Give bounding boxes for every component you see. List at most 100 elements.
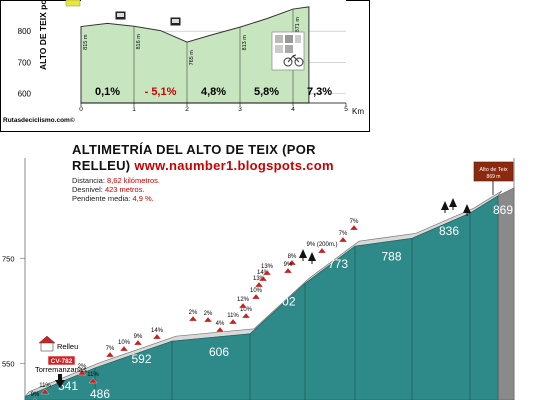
top-vertical-climb-name: ALTO DE TEIX por Torre: [38, 0, 48, 70]
top-point-label: 765 m: [189, 50, 195, 66]
top-x-tick-label: 0: [79, 106, 83, 113]
summit-sign: Alto de Teix 869 m: [473, 161, 514, 195]
main-grade-markers: 9%11%2%11%7%10%9%14%2% 2%4%11%10%12%10%13…: [31, 219, 359, 400]
grade-marker-icon: [262, 269, 272, 276]
grade-label: 14%: [151, 328, 164, 334]
top-segment-grade: 0,1%: [95, 86, 120, 98]
top-segment-grade: 7,3%: [307, 86, 332, 98]
grade-marker-icon: [188, 315, 198, 322]
grade-label: 4%: [216, 321, 225, 327]
main-profile-side-wall: [497, 187, 515, 400]
tree-icon: [308, 252, 316, 261]
grade-label: 10%: [118, 340, 131, 346]
main-elevation-label: 788: [381, 249, 401, 263]
grade-marker-icon: [152, 333, 162, 340]
stat-distance: Distancia: 8,62 kilómetros.: [72, 176, 160, 185]
grade-marker-icon: [251, 293, 261, 300]
grade-label: 11%: [39, 383, 51, 389]
main-elevation-label: 592: [131, 352, 151, 366]
top-segment-grade: - 5,1%: [145, 86, 177, 98]
grade-marker-icon: [254, 281, 264, 288]
grade-label: 8%: [288, 254, 297, 260]
grade-marker-icon: [119, 345, 129, 352]
grade-marker-icon: [228, 318, 238, 325]
main-km-dividers: [94, 213, 471, 400]
stat-climb: Desnivel: 423 metros.: [72, 185, 160, 194]
main-title: ALTIMETRÍA DEL ALTO DE TEIX (POR RELLEU)…: [72, 142, 334, 174]
top-segment-grades: 0,1% - 5,1% 4,8% 5,8% 7,3%: [95, 86, 332, 98]
town-label: Torremanzanas: [35, 365, 87, 374]
stat-distance-value: 8,62 kilómetros.: [107, 176, 160, 185]
top-point-labels: 815 m 816 m 765 m 813 m 871 m: [83, 17, 301, 66]
grade-marker-icon: [105, 351, 115, 358]
top-point-label: 815 m: [83, 34, 89, 50]
top-x-tick-label: 2: [185, 106, 189, 113]
top-x-tick-labels: 0 1 2 3 4 5: [79, 102, 348, 113]
grade-marker-icon: [40, 388, 50, 395]
grade-marker-icon: [349, 224, 359, 231]
relleu-label: Relleu: [57, 342, 78, 351]
main-y-tick-label: 550: [2, 359, 15, 368]
stat-distance-label: Distancia:: [72, 176, 105, 185]
top-point-label: 816 m: [136, 34, 142, 50]
stat-gradient: Pendiente media: 4,9 %.: [72, 194, 160, 203]
grade-marker-icon: [287, 259, 297, 266]
main-elevation-label: 773: [328, 257, 348, 271]
top-x-tick-label: 4: [291, 106, 295, 113]
grade-marker-icon: [133, 339, 143, 346]
top-segment-grade: 5,8%: [254, 86, 279, 98]
grade-marker-icon: [203, 316, 213, 323]
grade-label: 9% (200m.): [306, 242, 337, 248]
top-left-sign-icon: [65, 0, 81, 7]
grade-label: 12%: [237, 297, 250, 303]
top-segment-grade: 4,8%: [201, 86, 226, 98]
tree-icon: [441, 201, 449, 210]
grade-marker-icon: [317, 247, 327, 254]
grade-label: 11%: [227, 313, 239, 319]
tree-icon: [299, 249, 307, 258]
grade-marker-icon: [258, 275, 268, 282]
grade-marker-icon: [215, 326, 225, 333]
cyclist-icon: [271, 31, 305, 71]
top-x-unit-label: Km: [352, 107, 364, 116]
main-elevation-label: 869: [493, 203, 513, 217]
stat-climb-value: 423 metros.: [104, 185, 145, 194]
top-point-label: 813 m: [242, 35, 248, 51]
grade-label: 2%: [78, 364, 87, 370]
start-sign-icon: [114, 10, 127, 21]
top-x-tick-label: 3: [238, 106, 242, 113]
summit-sign-name: Alto de Teix: [479, 167, 508, 173]
mid-sign-icon: [169, 16, 182, 27]
top-x-tick-label: 5: [344, 106, 348, 113]
main-elevation-label: 486: [90, 387, 110, 400]
main-profile-area: [24, 195, 499, 400]
grade-marker-icon: [88, 377, 98, 384]
top-altimetry-chart: 600 700 800 0 1 2 3 4 5 815 m 816 m 765 m 813 m 871…: [0, 0, 370, 132]
grade-label: 14%: [257, 270, 270, 276]
main-elevation-label: 836: [439, 224, 459, 238]
main-y-tick-label: 750: [2, 254, 15, 263]
grade-label: 10%: [240, 307, 253, 313]
title-line-1: ALTIMETRÍA DEL ALTO DE TEIX (POR: [72, 142, 316, 157]
grade-label: 13%: [253, 276, 266, 282]
road-sign: CV-782: [47, 355, 76, 366]
grade-label: 2%: [204, 311, 213, 317]
top-profile-area: [80, 6, 310, 104]
grade-label: 13%: [261, 264, 274, 270]
road-sign-label: CV-782: [51, 358, 73, 365]
summit-sign-elevation: 869 m: [487, 174, 501, 180]
top-credit-text: Rutasdeciclismo.com©: [3, 117, 75, 124]
grade-label: 9%: [31, 392, 40, 398]
grade-label: 7%: [339, 231, 348, 237]
grade-marker-icon: [77, 369, 87, 376]
top-y-tick-label: 800: [18, 27, 32, 36]
stat-climb-label: Desnivel:: [72, 185, 103, 194]
main-elevation-label: 606: [209, 345, 229, 359]
grade-marker-icon: [241, 312, 251, 319]
stat-gradient-label: Pendiente media:: [72, 194, 131, 203]
tree-icon: [449, 198, 457, 207]
top-y-tick-labels: 600 700 800: [18, 27, 32, 98]
top-y-tick-label: 600: [18, 90, 32, 99]
top-x-tick-label: 1: [132, 106, 136, 113]
